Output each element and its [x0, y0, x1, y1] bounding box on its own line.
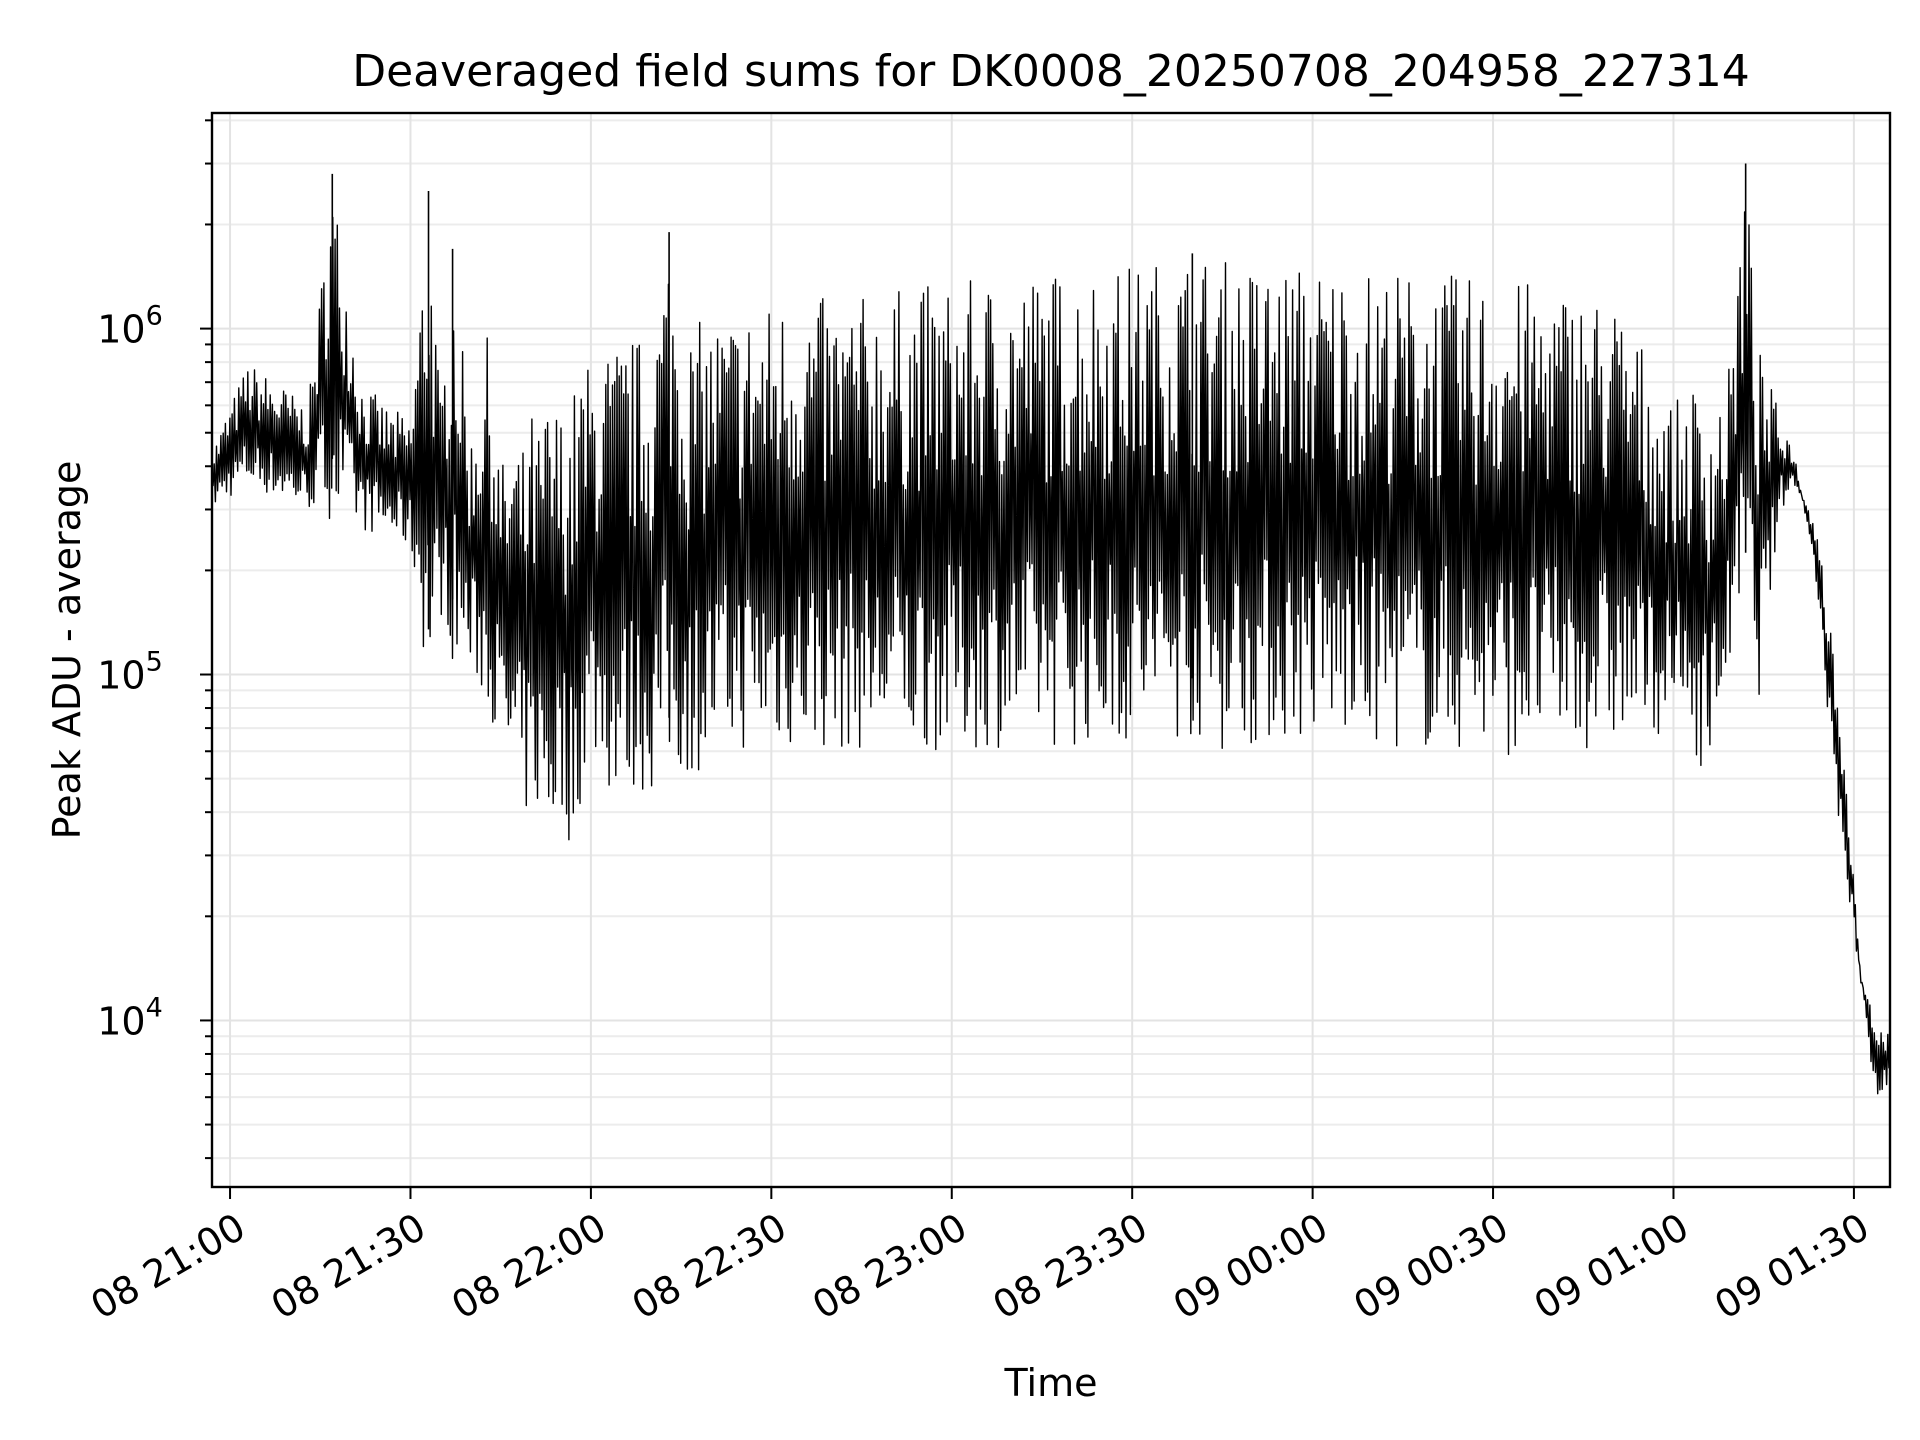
- y-tick-label: 105: [97, 647, 163, 698]
- series-line: [211, 211, 1891, 1095]
- chart-title: Deaveraged field sums for DK0008_2025070…: [352, 46, 1750, 97]
- y-tick-base: 10: [97, 999, 145, 1043]
- plot-frame: [210, 111, 1892, 1189]
- y-tick-exponent: 6: [146, 301, 163, 332]
- y-axis-label: Peak ADU - average: [45, 461, 89, 840]
- y-tick-base: 10: [97, 308, 145, 352]
- y-tick-exponent: 4: [146, 992, 163, 1023]
- x-axis-label: Time: [1004, 1361, 1098, 1405]
- y-tick-exponent: 5: [146, 647, 163, 678]
- series: [211, 163, 1891, 1095]
- y-tick-base: 10: [97, 654, 145, 698]
- y-tick-label: 104: [97, 992, 163, 1043]
- y-tick-label: 106: [97, 301, 163, 352]
